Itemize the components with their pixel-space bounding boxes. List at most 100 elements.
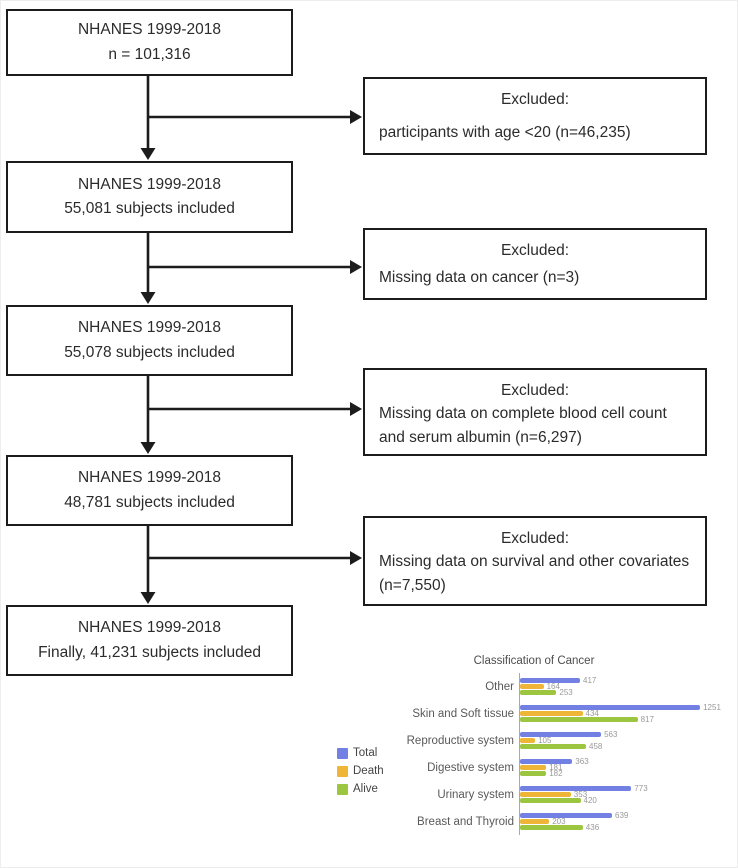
bar-line: 639 <box>520 811 737 820</box>
bar-line: 181 <box>520 763 737 772</box>
bar-line: 417 <box>520 676 737 685</box>
death-swatch-icon <box>337 765 348 777</box>
bar-alive <box>520 744 586 749</box>
exclusion-title: Excluded: <box>500 91 570 108</box>
bar-line: 253 <box>520 689 737 697</box>
exclusion-body: Missing data on survival and other covar… <box>379 553 690 594</box>
bar-value: 363 <box>575 757 589 766</box>
bar-death <box>520 819 550 824</box>
bar-total <box>520 705 701 710</box>
exclusion-box-3: Excluded: Missing data on complete blood… <box>363 368 707 456</box>
bar-death <box>520 765 547 770</box>
bar-value: 458 <box>589 742 603 751</box>
bar-value: 353 <box>573 790 588 799</box>
bar-line: 182 <box>520 769 737 778</box>
category-label: Breast and Thyroid <box>417 815 514 828</box>
legend-item-death: Death <box>337 765 384 777</box>
bar-value: 417 <box>583 676 597 685</box>
exclusion-box-1: Excluded: participants with age <20 (n=4… <box>363 77 707 155</box>
arrow-right-3 <box>148 402 362 416</box>
bar-line: 773 <box>520 784 737 793</box>
chart-row: Breast and Thyroid 639 203 436 <box>331 808 737 835</box>
bar-line: 458 <box>520 742 737 751</box>
bar-line: 363 <box>520 757 737 766</box>
bar-alive <box>520 825 583 830</box>
flow-box-step2: NHANES 1999-2018 55,081 subjects include… <box>6 161 293 233</box>
bar-line: 563 <box>520 730 737 739</box>
chart-row: Skin and Soft tissue 1251 434 817 <box>331 700 737 727</box>
bar-total <box>520 759 573 764</box>
chart-legend: Total Death Alive <box>337 747 384 795</box>
bar-line: 164 <box>520 682 737 691</box>
bar-total <box>520 678 580 683</box>
bar-death <box>520 792 571 797</box>
bar-group: 1251 434 817 <box>519 700 737 727</box>
bar-alive <box>520 771 547 776</box>
bar-death <box>520 684 544 689</box>
exclusion-body: Missing data on complete blood cell coun… <box>379 405 667 446</box>
flow-box-step3: NHANES 1999-2018 55,078 subjects include… <box>6 305 293 376</box>
bar-value: 773 <box>634 784 648 793</box>
arrow-down-2 <box>140 233 156 304</box>
flow-box-line1: NHANES 1999-2018 <box>77 319 222 337</box>
bar-group: 563 105 458 <box>519 727 737 754</box>
category-label: Skin and Soft tissue <box>412 707 514 720</box>
bar-line: 1251 <box>520 704 737 712</box>
bar-value: 105 <box>538 736 552 745</box>
bar-line: 203 <box>520 817 737 826</box>
arrow-right-4 <box>148 551 362 565</box>
arrow-down-3 <box>140 376 156 454</box>
flow-box-step4: NHANES 1999-2018 48,781 subjects include… <box>6 455 293 526</box>
flow-box-line2: 55,078 subjects included <box>64 343 235 361</box>
legend-label: Alive <box>353 783 378 795</box>
exclusion-title: Excluded: <box>500 242 570 259</box>
bar-value: 817 <box>640 715 654 724</box>
chart-row: Urinary system 773 353 420 <box>331 781 737 808</box>
flow-box-line1: NHANES 1999-2018 <box>77 175 222 193</box>
bar-line: 436 <box>520 824 737 832</box>
bar-total <box>520 732 602 737</box>
bar-value: 181 <box>549 763 563 772</box>
bar-value: 203 <box>552 817 566 826</box>
chart-row: Digestive system 363 181 182 <box>331 754 737 781</box>
bar-line: 353 <box>520 790 737 799</box>
flow-box-line2: 48,781 subjects included <box>64 493 235 511</box>
bar-alive <box>520 690 557 695</box>
arrow-right-2 <box>148 260 362 274</box>
flow-box-line2: n = 101,316 <box>108 45 191 63</box>
exclusion-body: Missing data on cancer (n=3) <box>379 268 580 286</box>
arrow-down-1 <box>140 76 156 160</box>
bar-group: 417 164 253 <box>519 673 737 700</box>
exclusion-box-4: Excluded: Missing data on survival and o… <box>363 516 707 606</box>
legend-item-total: Total <box>337 747 384 759</box>
bar-group: 773 353 420 <box>519 781 737 808</box>
category-label: Urinary system <box>437 788 514 801</box>
exclusion-box-2: Excluded: Missing data on cancer (n=3) <box>363 228 707 300</box>
legend-label: Death <box>353 765 384 777</box>
bar-value: 434 <box>585 709 599 718</box>
cancer-classification-chart: Classification of Cancer Total Death Alive… <box>331 647 737 867</box>
chart-title: Classification of Cancer <box>473 655 595 667</box>
bar-line: 434 <box>520 709 737 718</box>
flow-box-final: NHANES 1999-2018 Finally, 41,231 subject… <box>6 605 293 676</box>
chart-row: Other 417 164 253 <box>331 673 737 700</box>
chart-plot: Other 417 164 253 Skin and Soft tissue 1251 43… <box>331 673 737 835</box>
bar-value: 563 <box>604 730 618 739</box>
bar-value: 639 <box>615 811 629 820</box>
flow-box-line1: NHANES 1999-2018 <box>77 619 222 637</box>
bar-total <box>520 813 612 818</box>
exclusion-title: Excluded: <box>500 530 570 547</box>
bar-value: 420 <box>583 796 597 805</box>
legend-item-alive: Alive <box>337 783 384 795</box>
bar-value: 164 <box>546 682 560 691</box>
bar-alive <box>520 717 638 722</box>
exclusion-title: Excluded: <box>500 382 570 399</box>
legend-label: Total <box>353 747 378 759</box>
bar-line: 817 <box>520 715 737 724</box>
chart-row: Reproductive system 563 105 458 <box>331 727 737 754</box>
exclusion-body: participants with age <20 (n=46,235) <box>379 123 631 141</box>
flow-box-line2: Finally, 41,231 subjects included <box>38 643 261 661</box>
arrow-down-4 <box>140 526 156 604</box>
bar-value: 182 <box>549 769 563 778</box>
